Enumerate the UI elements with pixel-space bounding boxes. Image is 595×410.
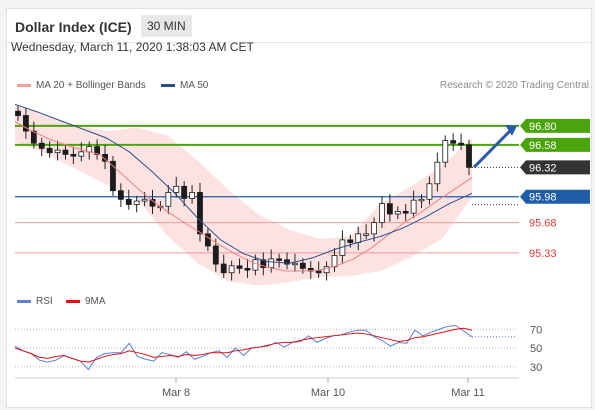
candle-body: [292, 262, 298, 266]
candle-body: [46, 147, 53, 154]
candle-body: [54, 149, 61, 154]
legend-ma50: MA 50: [161, 80, 208, 91]
legend-9ma: 9MA: [66, 296, 106, 307]
legend-ma50-label: MA 50: [180, 80, 209, 91]
candle-body: [236, 265, 243, 269]
candle-body: [197, 192, 203, 235]
level-label-bg-96.80: [520, 118, 590, 133]
ma50-swatch-icon: [161, 83, 175, 87]
candle-body: [299, 262, 306, 269]
level-label-96.32: 96.32: [529, 162, 557, 174]
candle-body: [410, 199, 417, 214]
candle-body: [212, 245, 219, 265]
forecast-arrow-head: [505, 124, 517, 136]
legend-bollinger: MA 20 + Bollinger Bands: [17, 80, 146, 91]
level-label-bg-96.58: [520, 137, 590, 152]
ma20-line: [14, 121, 473, 272]
candle-body: [418, 198, 425, 202]
candle-body: [268, 258, 275, 268]
legend-rsi-label: RSI: [36, 296, 53, 307]
candle-body: [141, 198, 148, 202]
candle-body: [204, 233, 211, 247]
level-label-bg-96.32: [520, 160, 590, 175]
rsi-ma-swatch-icon: [66, 299, 80, 303]
bollinger-swatch-icon: [17, 83, 31, 87]
level-label-96.80: 96.80: [529, 121, 557, 133]
level-label-95.68: 95.68: [529, 218, 557, 230]
forecast-arrow-shaft: [472, 129, 512, 169]
x-tick-label: Mar 8: [162, 387, 190, 399]
candle-body: [94, 146, 101, 155]
timeframe-badge[interactable]: 30 MIN: [141, 15, 192, 37]
rsi-swatch-icon: [17, 299, 31, 303]
candle-body: [363, 233, 370, 236]
candle-body: [260, 259, 267, 268]
candle-body: [466, 144, 472, 168]
level-label-96.58: 96.58: [529, 140, 557, 152]
timestamp-text: Wednesday, March 11, 2020 1:38:03 AM CET: [11, 40, 254, 54]
candle-body: [15, 110, 21, 116]
candle-body: [181, 185, 188, 199]
rsi-ma-line: [14, 327, 473, 363]
legend-rsi: RSI: [17, 296, 53, 307]
candle-body: [379, 203, 385, 224]
candle-body: [371, 222, 377, 235]
candle-body: [110, 160, 116, 192]
candle-body: [402, 211, 409, 214]
candle-body: [323, 266, 330, 274]
rsi-tick-label: 30: [530, 362, 542, 374]
candle-body: [276, 258, 283, 261]
candle-body: [355, 233, 362, 243]
candle-body: [133, 200, 140, 205]
rsi-tick-label: 50: [530, 343, 542, 355]
candle-body: [426, 183, 433, 200]
legend-bb-label: MA 20 + Bollinger Bands: [36, 80, 146, 91]
level-label-95.98: 95.98: [529, 192, 557, 204]
level-label-bg-95.98: [520, 189, 590, 204]
candle-body: [220, 263, 227, 274]
candle-body: [62, 149, 69, 155]
candle-body: [38, 142, 45, 149]
legend-9ma-label: 9MA: [85, 296, 106, 307]
candle-body: [331, 255, 338, 268]
rsi-line: [14, 324, 473, 371]
candle-body: [30, 130, 37, 144]
candle-body: [78, 151, 85, 157]
ma50-line: [14, 103, 473, 264]
candle-body: [117, 190, 124, 200]
candle-body: [23, 115, 29, 132]
candle-body: [347, 239, 354, 243]
candle-body: [252, 259, 259, 271]
x-tick-label: Mar 11: [451, 387, 484, 399]
candle-body: [315, 270, 322, 274]
candle-body: [458, 142, 464, 146]
candle-body: [70, 154, 77, 157]
candle-body: [450, 140, 457, 144]
candle-body: [434, 161, 441, 185]
x-tick-label: Mar 10: [311, 387, 345, 399]
candle-body: [189, 192, 195, 199]
candle-body: [442, 140, 449, 163]
candle-body: [244, 268, 251, 271]
candle-body: [228, 265, 235, 274]
instrument-title: Dollar Index (ICE): [15, 19, 132, 35]
candle-body: [165, 192, 172, 207]
level-label-95.33: 95.33: [529, 248, 557, 260]
candle-body: [125, 198, 132, 205]
research-credit: Research © 2020 Trading Central: [439, 80, 589, 91]
candle-body: [394, 211, 401, 215]
candle-body: [102, 154, 108, 162]
chart-header: Dollar Index (ICE) 30 MIN: [7, 9, 591, 43]
candle-body: [173, 185, 180, 193]
candle-body: [284, 259, 290, 265]
rsi-tick-label: 70: [530, 324, 542, 336]
candle-body: [386, 203, 393, 215]
